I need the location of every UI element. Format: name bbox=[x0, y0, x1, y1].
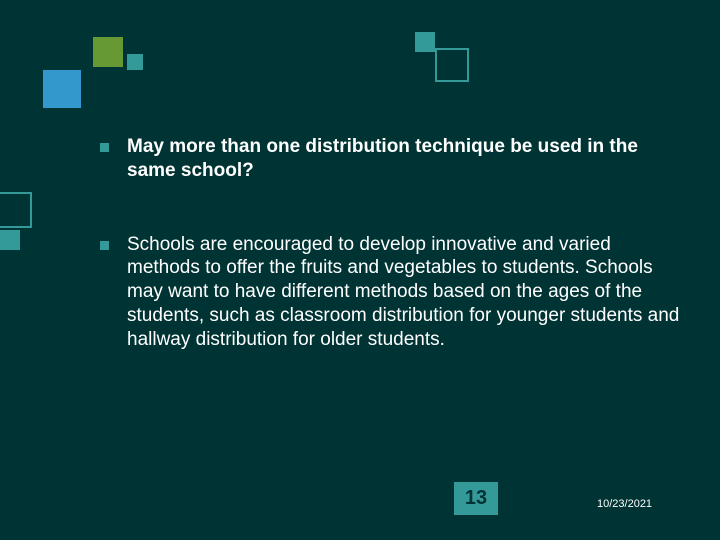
deco-square bbox=[0, 192, 32, 228]
page-number: 13 bbox=[465, 487, 487, 510]
bullet-icon bbox=[100, 143, 109, 152]
bullet-icon bbox=[100, 241, 109, 250]
bullet-item: Schools are encouraged to develop innova… bbox=[100, 233, 680, 352]
deco-square bbox=[435, 48, 469, 82]
bullet-text: Schools are encouraged to develop innova… bbox=[127, 233, 680, 352]
bullet-text: May more than one distribution technique… bbox=[127, 135, 680, 183]
slide-date: 10/23/2021 bbox=[597, 498, 652, 510]
slide-content: May more than one distribution technique… bbox=[100, 135, 680, 401]
deco-square bbox=[0, 228, 22, 252]
deco-square bbox=[125, 52, 145, 72]
deco-square bbox=[91, 35, 125, 69]
deco-square bbox=[41, 68, 83, 110]
bullet-item: May more than one distribution technique… bbox=[100, 135, 680, 183]
page-number-badge: 13 bbox=[452, 480, 500, 517]
deco-square bbox=[413, 30, 437, 54]
